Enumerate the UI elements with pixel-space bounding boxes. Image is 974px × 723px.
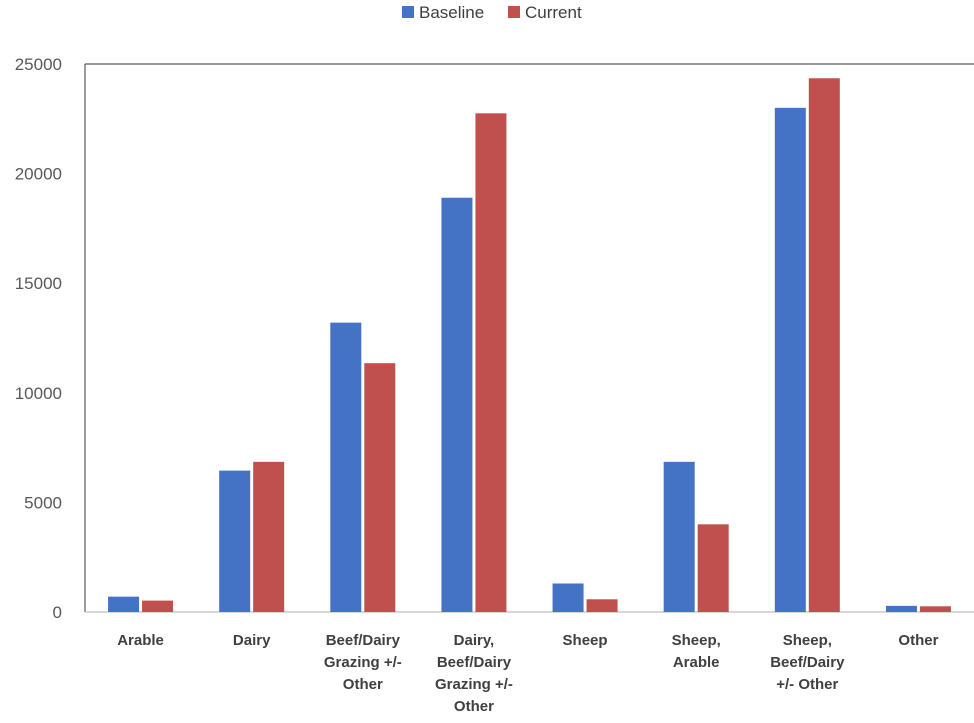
category-label: Sheep, Arable	[672, 632, 721, 671]
legend-label-current: Current	[525, 3, 582, 22]
bar-baseline-4	[552, 583, 584, 612]
category-label: Dairy, Beef/Dairy Grazing +/-Other	[435, 632, 513, 715]
bar-current-7	[919, 606, 951, 612]
bar-baseline-7	[885, 605, 917, 612]
category-label: Arable	[117, 632, 164, 649]
category-label: Sheep, Beef/Dairy +/- Other	[770, 632, 845, 693]
y-tick-label: 10000	[15, 384, 62, 403]
y-tick-label: 0	[53, 603, 62, 622]
bar-baseline-5	[663, 461, 695, 612]
axes	[84, 63, 974, 613]
bar-baseline-0	[108, 596, 140, 612]
category-label: Beef/Dairy Grazing +/-Other	[324, 632, 402, 693]
legend: Baseline Current	[402, 3, 582, 22]
bar-current-4	[586, 599, 618, 612]
bar-baseline-6	[774, 107, 806, 612]
bar-current-3	[475, 113, 507, 612]
y-tick-label: 5000	[24, 493, 62, 512]
bar-current-1	[253, 461, 285, 612]
category-label: Other	[898, 632, 938, 649]
bar-current-0	[142, 600, 174, 612]
y-axis-ticks: 0 5000 10000 15000 20000 25000	[15, 55, 62, 622]
category-label: Sheep	[563, 632, 608, 649]
y-tick-label: 20000	[15, 165, 62, 184]
legend-swatch-baseline	[402, 6, 414, 18]
y-tick-label: 25000	[15, 55, 62, 74]
bar-current-2	[364, 363, 396, 612]
category-label: Dairy	[233, 632, 271, 649]
bar-current-5	[697, 524, 729, 612]
legend-swatch-current	[508, 6, 520, 18]
bar-baseline-2	[330, 322, 362, 612]
bars	[108, 78, 951, 613]
bar-baseline-1	[219, 470, 251, 612]
bar-current-6	[808, 78, 840, 613]
x-axis-categories: Arable Dairy Beef/Dairy Grazing +/-Other Dai…	[117, 632, 938, 715]
y-tick-label: 15000	[15, 274, 62, 293]
legend-label-baseline: Baseline	[419, 3, 484, 22]
bar-baseline-3	[441, 197, 473, 612]
